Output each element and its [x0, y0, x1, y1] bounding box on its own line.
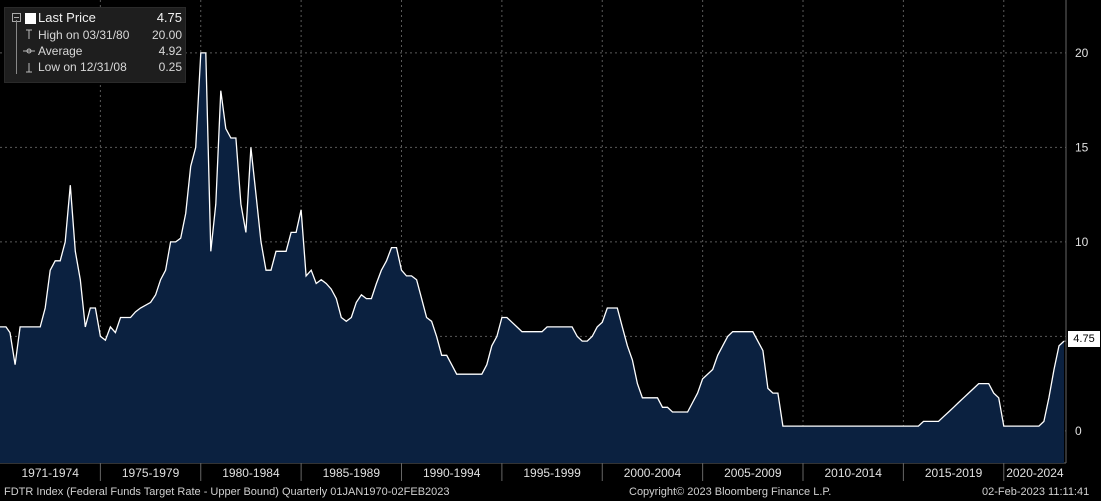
legend-last-price: Last Price 4.75	[5, 10, 185, 26]
average-marker-icon	[23, 48, 35, 54]
legend-low-value: 0.25	[158, 60, 182, 74]
legend-high-value: 20.00	[151, 28, 182, 42]
x-tick-label: 1975-1979	[122, 466, 180, 480]
legend-low: Low on 12/31/08 0.25	[5, 59, 185, 75]
y-tick-label: 0	[1075, 424, 1082, 438]
x-tick-label: 2020-2024	[1006, 466, 1064, 480]
x-tick-label: 2005-2009	[724, 466, 782, 480]
y-tick-label: 20	[1075, 46, 1089, 60]
legend-high-label: High on 03/31/80	[38, 28, 130, 42]
last-price-swatch	[25, 13, 36, 24]
footer-copyright: Copyright© 2023 Bloomberg Finance L.P.	[629, 486, 832, 498]
legend-tree-line	[16, 20, 17, 74]
x-tick-label: 2000-2004	[624, 466, 682, 480]
x-tick-label: 2010-2014	[825, 466, 883, 480]
y-tick-label: 15	[1075, 140, 1089, 154]
high-marker-icon	[26, 29, 32, 39]
series-line	[0, 52, 1065, 427]
x-tick-label: 1971-1974	[21, 466, 79, 480]
legend-low-label: Low on 12/31/08	[38, 60, 127, 74]
legend-average-label: Average	[38, 44, 83, 58]
x-tick-label: 1990-1994	[423, 466, 481, 480]
footer-description: FDTR Index (Federal Funds Target Rate - …	[4, 486, 450, 498]
x-tick-label: 1985-1989	[323, 466, 381, 480]
chart-footer: FDTR Index (Federal Funds Target Rate - …	[0, 485, 1101, 501]
footer-timestamp: 02-Feb-2023 11:11:41	[982, 486, 1090, 498]
x-tick-label: 2015-2019	[925, 466, 983, 480]
last-value-tag: 4.75	[1068, 331, 1100, 347]
legend-last-price-value: 4.75	[156, 10, 182, 25]
x-tick-label: 1980-1984	[222, 466, 280, 480]
legend-average: Average 4.92	[5, 43, 185, 59]
legend-average-value: 4.92	[158, 44, 182, 58]
y-tick-label: 10	[1075, 235, 1089, 249]
chart-legend: Last Price 4.75 High on 03/31/80 20.00 A…	[4, 7, 186, 83]
x-tick-label: 1995-1999	[523, 466, 581, 480]
legend-high: High on 03/31/80 20.00	[5, 27, 185, 43]
low-marker-icon	[26, 63, 32, 73]
series-area	[0, 52, 1064, 464]
legend-last-price-label: Last Price	[38, 10, 96, 25]
